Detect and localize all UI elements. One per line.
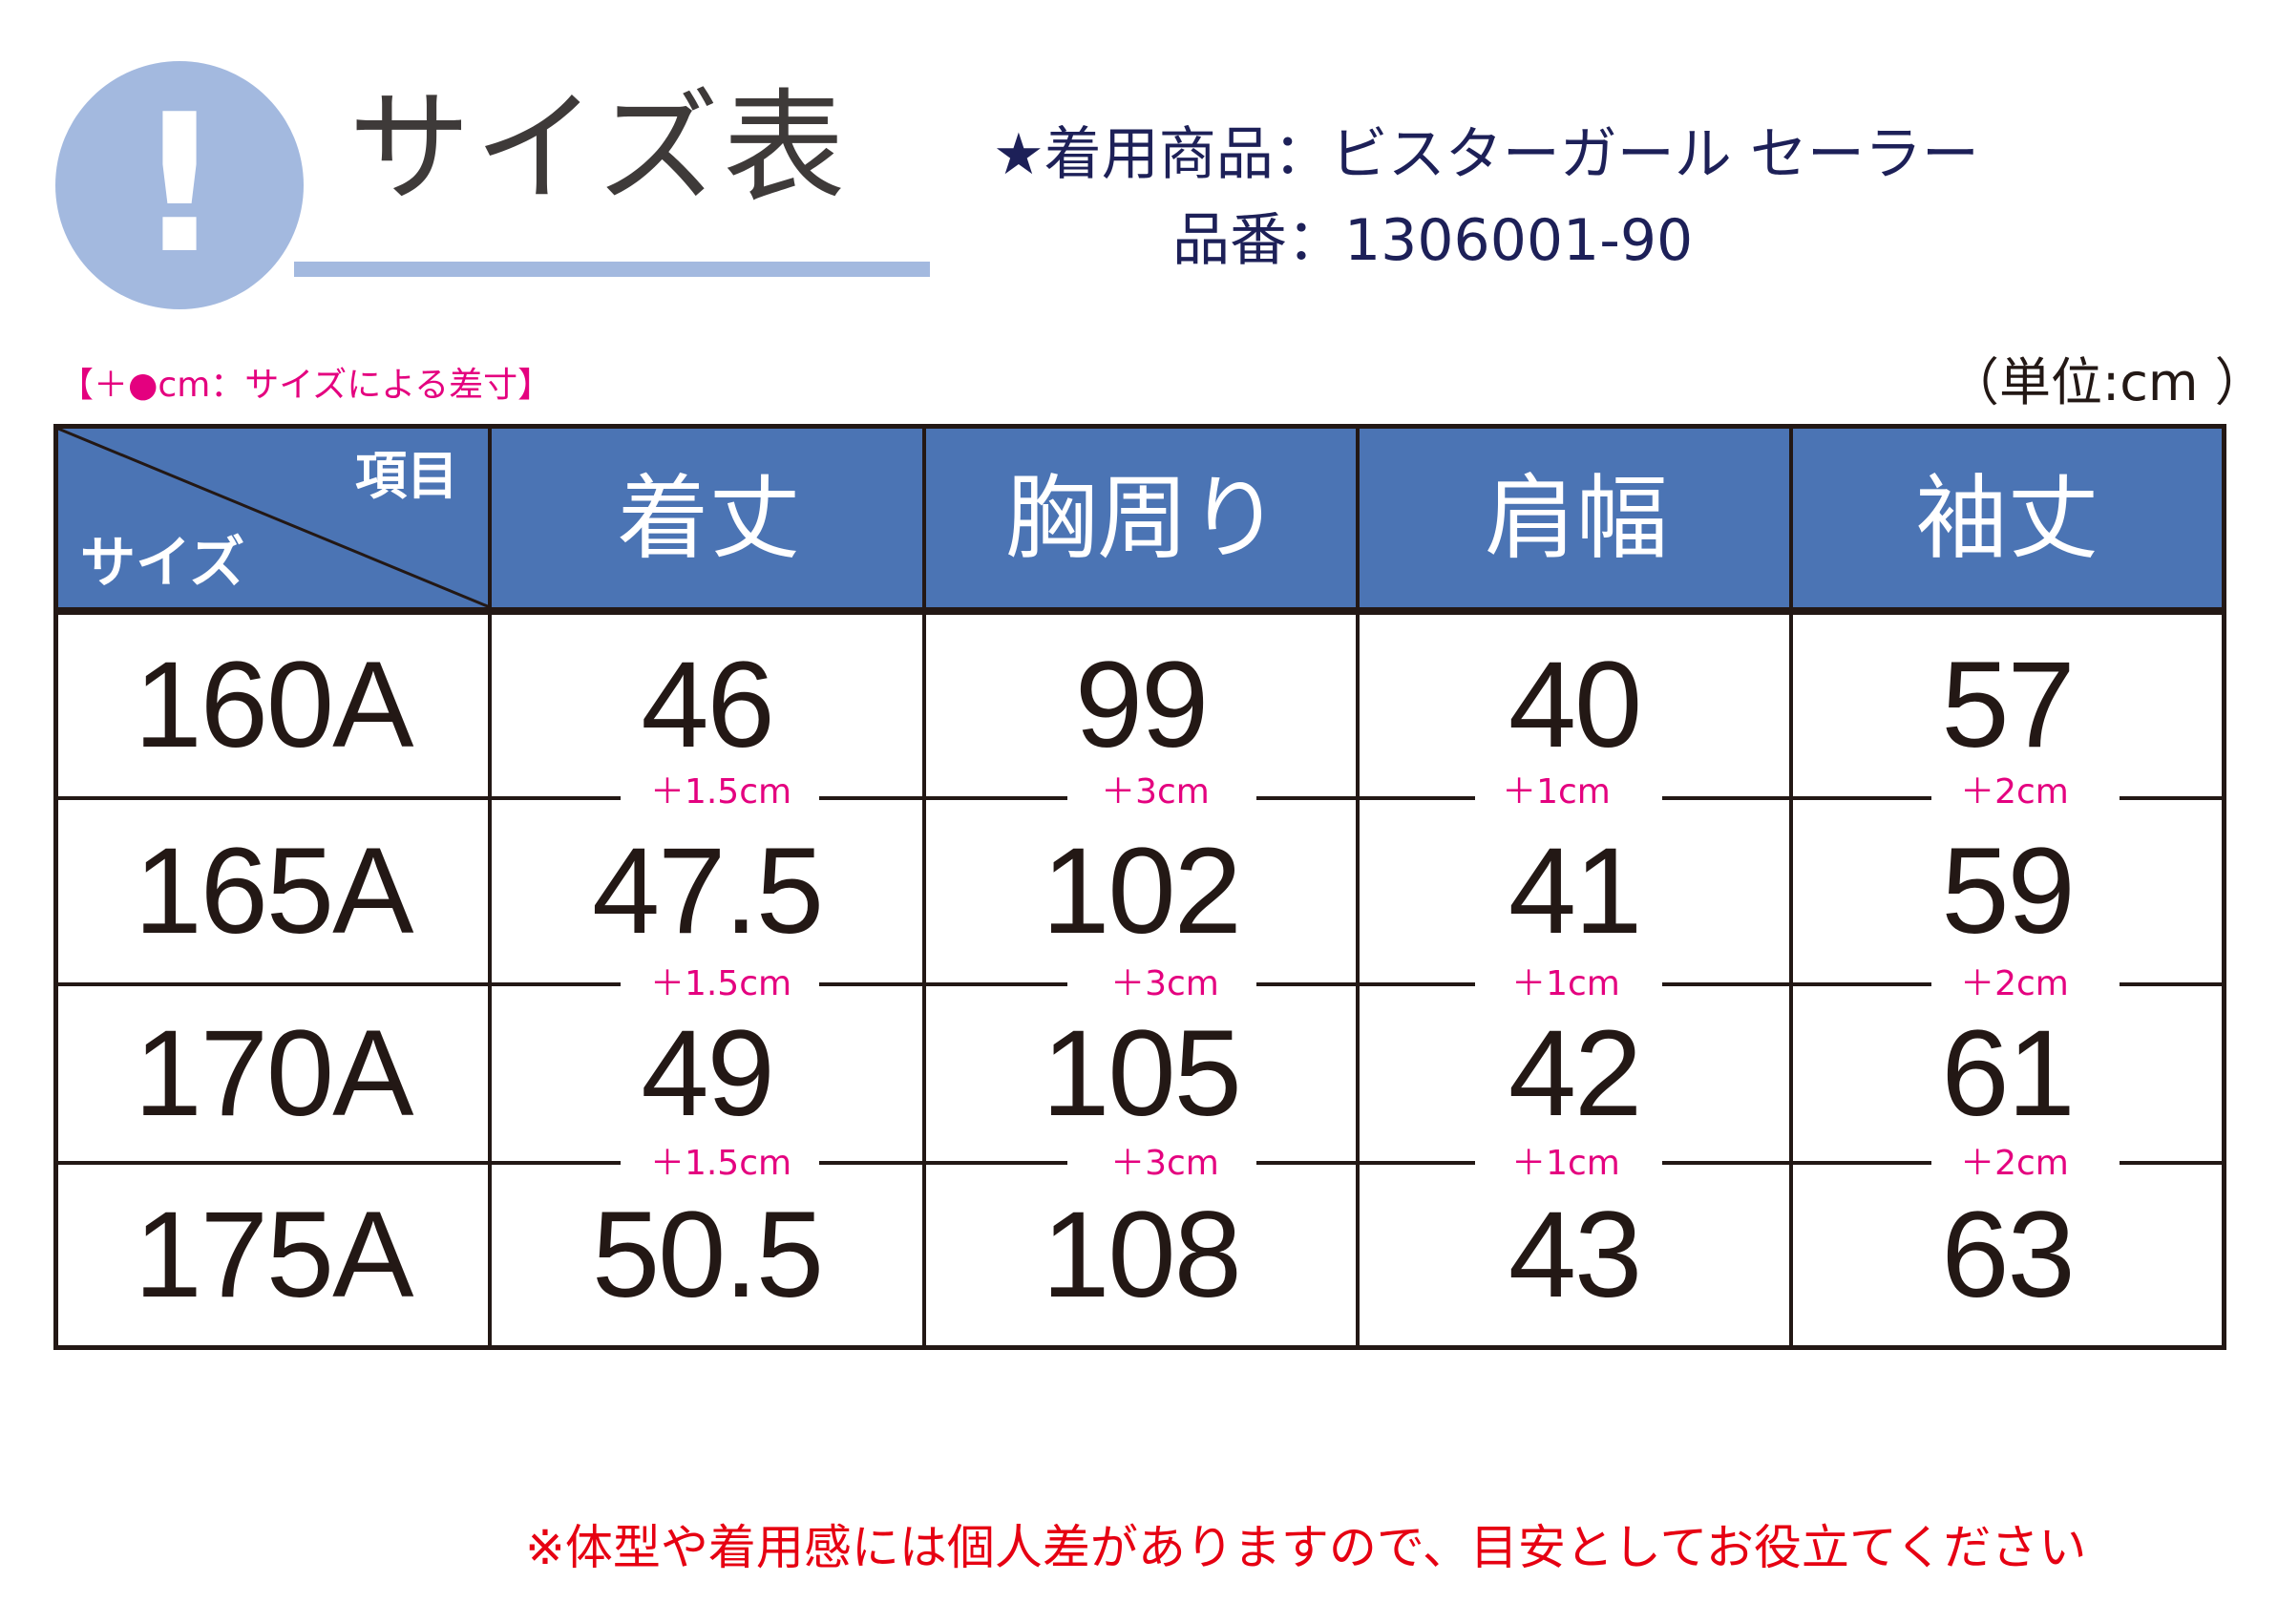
row-divider-segment (1256, 796, 1356, 800)
length-cell: 46 (641, 637, 774, 773)
alert-circle-icon (55, 61, 304, 309)
exclamation-icon: ! (136, 74, 223, 296)
length-cell: 50.5 (591, 1186, 824, 1323)
difference-label: ＋3cm (1110, 1144, 1219, 1183)
row-divider-segment (926, 796, 1067, 800)
row-divider-segment (2120, 982, 2222, 986)
difference-label: ＋2cm (1960, 1144, 2069, 1183)
length-cell: 49 (641, 1004, 774, 1142)
difference-label: ＋1cm (1502, 772, 1611, 812)
difference-label: ＋1cm (1511, 964, 1620, 1003)
row-divider-segment (1662, 796, 1789, 800)
row-divider-segment (926, 982, 1067, 986)
chest-cell: 105 (1042, 1004, 1242, 1142)
row-divider-segment (1662, 982, 1789, 986)
chest-cell: 108 (1042, 1186, 1242, 1323)
row-divider-segment (1793, 982, 1931, 986)
product-name: ★着用商品：ビスターガール セーラー (993, 121, 1979, 188)
row-divider-segment (1256, 1161, 1356, 1165)
page-title: サイズ表 (348, 77, 850, 220)
corner-label-size: サイズ (80, 530, 245, 595)
row-divider-segment (1662, 1161, 1789, 1165)
title-underline (294, 262, 930, 277)
sleeve-cell: 57 (1941, 637, 2075, 773)
difference-label: ＋3cm (1110, 964, 1219, 1003)
sleeve-cell: 61 (1941, 1004, 2075, 1142)
column-header-shoulder: 肩幅 (1485, 464, 1668, 572)
row-divider-segment (1793, 796, 1931, 800)
column-divider (1356, 429, 1360, 1345)
difference-label: ＋1.5cm (649, 964, 792, 1003)
row-divider-segment (1793, 1161, 1931, 1165)
column-header-sleeve: 袖丈 (1915, 464, 2099, 572)
difference-label: ＋1.5cm (649, 1144, 792, 1183)
corner-label-item: 項目 (355, 446, 458, 506)
sleeve-cell: 59 (1941, 822, 2075, 960)
column-header-length: 着丈 (617, 464, 801, 572)
row-divider-segment (492, 1161, 621, 1165)
shoulder-cell: 43 (1508, 1186, 1642, 1323)
size-cell: 160A (134, 637, 414, 773)
row-divider-segment (492, 796, 621, 800)
length-cell: 47.5 (591, 822, 824, 960)
sleeve-cell: 63 (1941, 1186, 2075, 1323)
size-cell: 175A (134, 1186, 414, 1323)
shoulder-cell: 41 (1508, 822, 1642, 960)
row-divider-segment (492, 982, 621, 986)
size-cell: 170A (134, 1004, 414, 1142)
difference-legend: 【＋●cm：サイズによる差寸】 (59, 366, 553, 405)
chest-cell: 102 (1042, 822, 1242, 960)
row-divider-segment (1360, 1161, 1475, 1165)
difference-label: ＋2cm (1960, 964, 2069, 1003)
product-code: 品番：1306001-90 (1172, 207, 1694, 274)
difference-label: ＋2cm (1960, 772, 2069, 812)
size-cell: 165A (134, 822, 414, 960)
size-table (53, 424, 2226, 1350)
row-divider-segment (2120, 796, 2222, 800)
row-divider-segment (819, 796, 922, 800)
unit-label: （単位:cm ） (1948, 352, 2267, 412)
difference-label: ＋3cm (1101, 772, 1210, 812)
row-divider-segment (1360, 982, 1475, 986)
row-divider-segment (819, 1161, 922, 1165)
row-divider-segment (819, 982, 922, 986)
column-divider (922, 429, 926, 1345)
row-divider-segment (1256, 982, 1356, 986)
difference-label: ＋1cm (1511, 1144, 1620, 1183)
shoulder-cell: 40 (1508, 637, 1642, 773)
row-divider-segment (1360, 796, 1475, 800)
row-divider (58, 1161, 490, 1165)
disclaimer-note: ※体型や着用感には個人差がありますので、目安としてお役立てください (525, 1520, 2087, 1575)
shoulder-cell: 42 (1508, 1004, 1642, 1142)
column-header-chest: 胸周り (1005, 464, 1280, 572)
corner-diagonal (57, 427, 491, 609)
column-divider (488, 429, 492, 1345)
chest-cell: 99 (1074, 637, 1209, 773)
row-divider-segment (926, 1161, 1067, 1165)
column-divider (1789, 429, 1793, 1345)
header-divider (58, 607, 2222, 615)
row-divider (58, 982, 490, 986)
difference-label: ＋1.5cm (649, 772, 792, 812)
row-divider-segment (2120, 1161, 2222, 1165)
row-divider (58, 796, 490, 800)
